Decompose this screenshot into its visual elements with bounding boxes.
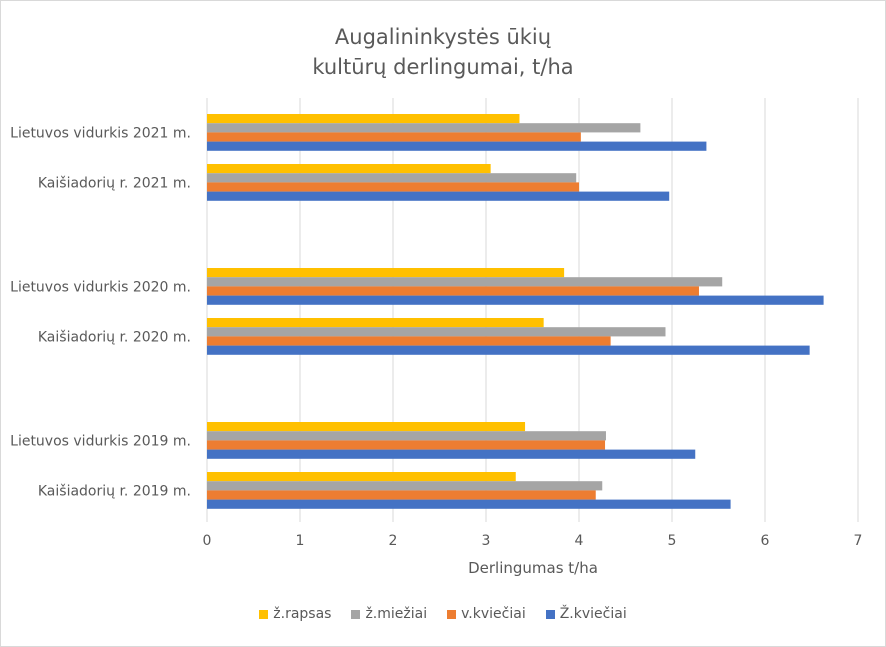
bar-2-1 bbox=[207, 164, 491, 174]
legend-item-4: Ž.kviečiai bbox=[545, 606, 627, 622]
legend-label-2: ž.miežiai bbox=[365, 606, 428, 622]
bar-3-3 bbox=[207, 286, 699, 296]
x-tick-label-3: 3 bbox=[482, 533, 491, 549]
bars bbox=[207, 114, 824, 509]
category-label-3: Lietuvos vidurkis 2020 m. bbox=[10, 279, 191, 295]
bar-4-4 bbox=[207, 345, 810, 355]
bar-4-1 bbox=[207, 318, 544, 328]
bar-6-4 bbox=[207, 499, 731, 509]
x-tick-label-5: 5 bbox=[668, 533, 677, 549]
legend: ž.rapsas ž.miežiai v.kviečiai Ž.kviečiai bbox=[0, 606, 886, 622]
legend-swatch-2 bbox=[351, 609, 361, 619]
bar-3-1 bbox=[207, 268, 565, 278]
category-label-1: Lietuvos vidurkis 2021 m. bbox=[10, 125, 191, 141]
bar-1-2 bbox=[207, 123, 641, 133]
bar-6-3 bbox=[207, 490, 596, 500]
legend-item-3: v.kviečiai bbox=[447, 606, 526, 622]
bar-4-3 bbox=[207, 336, 611, 346]
x-tick-label-1: 1 bbox=[296, 533, 305, 549]
category-label-4: Kaišiadorių r. 2020 m. bbox=[38, 329, 191, 345]
category-label-6: Kaišiadorių r. 2019 m. bbox=[38, 483, 191, 499]
x-axis-title: Derlingumas t/ha bbox=[468, 559, 598, 577]
legend-label-4: Ž.kviečiai bbox=[559, 606, 627, 622]
legend-label-1: ž.rapsas bbox=[273, 606, 332, 622]
category-label-5: Lietuvos vidurkis 2019 m. bbox=[10, 433, 191, 449]
x-tick-label-7: 7 bbox=[854, 533, 863, 549]
chart-title-line-2: kultūrų derlingumai, t/ha bbox=[312, 55, 574, 79]
bar-3-2 bbox=[207, 277, 723, 287]
bar-6-2 bbox=[207, 481, 603, 491]
tick-labels: 0 1 2 3 4 5 6 7 bbox=[203, 533, 863, 549]
legend-swatch-3 bbox=[447, 609, 457, 619]
bar-2-3 bbox=[207, 182, 579, 192]
legend-swatch-4 bbox=[545, 609, 555, 619]
category-label-2: Kaišiadorių r. 2021 m. bbox=[38, 175, 191, 191]
bar-6-1 bbox=[207, 472, 516, 482]
bar-2-4 bbox=[207, 191, 670, 201]
x-tick-label-0: 0 bbox=[203, 533, 212, 549]
bar-5-2 bbox=[207, 431, 606, 441]
bar-3-4 bbox=[207, 295, 824, 305]
x-tick-label-6: 6 bbox=[761, 533, 770, 549]
legend-swatch-1 bbox=[259, 609, 269, 619]
chart-title-line-1: Augalininkystės ūkių bbox=[334, 25, 552, 49]
legend-item-2: ž.miežiai bbox=[351, 606, 427, 622]
bar-5-4 bbox=[207, 449, 696, 459]
legend-item-1: ž.rapsas bbox=[259, 606, 331, 622]
category-labels: Lietuvos vidurkis 2021 m. Kaišiadorių r. … bbox=[10, 125, 191, 499]
bar-2-2 bbox=[207, 173, 577, 183]
bar-4-2 bbox=[207, 327, 666, 337]
x-tick-label-4: 4 bbox=[575, 533, 584, 549]
bar-5-1 bbox=[207, 422, 526, 432]
bar-5-3 bbox=[207, 440, 606, 450]
bar-1-3 bbox=[207, 132, 581, 142]
bar-1-4 bbox=[207, 141, 707, 151]
x-tick-label-2: 2 bbox=[389, 533, 398, 549]
legend-label-3: v.kviečiai bbox=[461, 606, 526, 622]
bar-1-1 bbox=[207, 114, 520, 124]
